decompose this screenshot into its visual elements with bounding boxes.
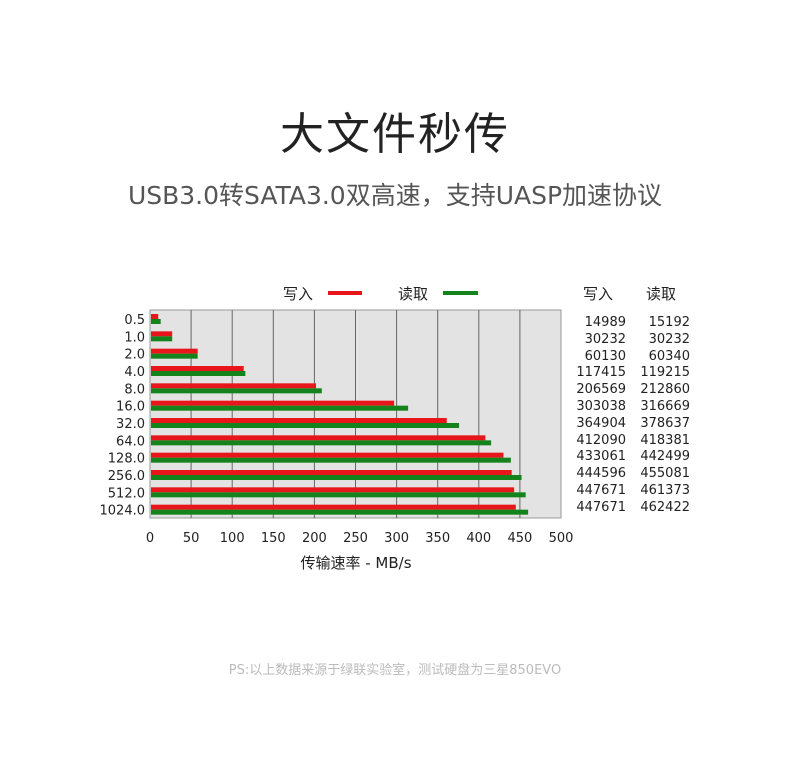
bar-read [151,405,409,411]
bar-read [151,457,511,463]
bar-read [151,336,173,342]
footnote: PS:以上数据来源于绿联实验室，测试硬盘为三星850EVO [228,663,562,678]
x-tick-label: 200 [302,531,327,546]
y-tick-label: 8.0 [124,382,145,397]
table-cell-write: 412090 [576,432,626,448]
x-tick-label: 50 [183,531,200,546]
table-cell-write: 447671 [576,483,626,498]
bar-write [151,383,317,389]
table-cell-write: 14989 [584,315,626,330]
table-cell-read: 462422 [640,499,690,515]
table-cell-read: 316669 [640,399,690,414]
bar-write [151,435,486,441]
legend-read-label: 读取 [398,285,429,303]
table-cell-read: 461373 [640,483,690,498]
y-tick-label: 1024.0 [100,504,146,519]
x-tick-label: 400 [466,531,491,546]
x-tick-label: 300 [384,531,409,546]
y-tick-label: 1.0 [124,330,145,345]
y-tick-label: 2.0 [124,348,145,363]
table-cell-read: 30232 [648,331,690,347]
y-tick-label: 0.5 [124,313,145,328]
y-tick-label: 256.0 [108,469,145,484]
bar-read [151,475,522,480]
bar-read [151,440,492,446]
page-title: 大文件秒传 [280,109,510,160]
bar-write [151,314,159,319]
x-tick-label: 350 [425,531,450,546]
table-cell-read: 418381 [640,432,690,448]
table-header-read: 读取 [646,285,677,303]
bar-read [151,492,526,498]
y-tick-label: 4.0 [124,365,145,380]
y-tick-label: 128.0 [108,452,145,467]
x-tick-label: 100 [220,531,245,546]
table-cell-write: 447671 [576,499,626,515]
bar-read [151,509,529,515]
bar-write [151,400,395,406]
table-cell-read: 442499 [640,449,690,465]
x-axis-label: 传输速率 - MB/s [300,554,411,572]
bar-read [151,423,460,428]
table-cell-write: 60130 [584,348,626,364]
x-tick-label: 500 [549,531,574,546]
y-tick-label: 512.0 [108,486,145,501]
table-cell-write: 30232 [584,331,626,347]
bar-write [151,487,515,493]
bar-write [151,504,516,510]
x-tick-label: 450 [507,531,532,546]
bar-write [151,348,198,354]
table-cell-read: 212860 [640,382,690,398]
x-tick-label: 150 [261,531,286,546]
bar-write [151,470,512,475]
table-cell-write: 364904 [576,415,626,431]
table-cell-write: 303038 [576,399,626,414]
legend-read-swatch [443,291,478,295]
bar-read [151,319,161,324]
table-cell-write: 444596 [576,466,626,482]
legend-write-label: 写入 [283,285,314,303]
bar-write [151,452,504,458]
bar-write [151,366,244,371]
y-tick-label: 32.0 [116,417,145,432]
table-cell-read: 378637 [640,415,690,431]
table-cell-write: 117415 [576,365,626,381]
x-tick-label: 0 [146,531,154,546]
table-cell-read: 15192 [648,315,690,330]
bar-chart: 0 50 100 150 200 250 300 350 400 450 500 0.5 1.0 2.0 4… [100,309,574,572]
page-subtitle: USB3.0转SATA3.0双高速，支持UASP加速协议 [127,181,663,210]
y-tick-label: 16.0 [116,400,145,415]
table-cell-write: 206569 [576,382,626,398]
bar-read [151,371,246,376]
table-cell-read: 60340 [648,348,690,364]
legend-write-swatch [328,291,362,295]
table-cell-read: 119215 [640,365,690,381]
table-cell-read: 455081 [640,466,690,482]
bar-write [151,418,447,423]
bar-read [151,353,198,359]
x-tick-label: 250 [343,531,368,546]
table-header-write: 写入 [583,285,614,303]
bar-write [151,331,173,337]
table-cell-write: 433061 [576,449,626,465]
bar-read [151,388,322,394]
y-tick-label: 64.0 [116,434,145,449]
